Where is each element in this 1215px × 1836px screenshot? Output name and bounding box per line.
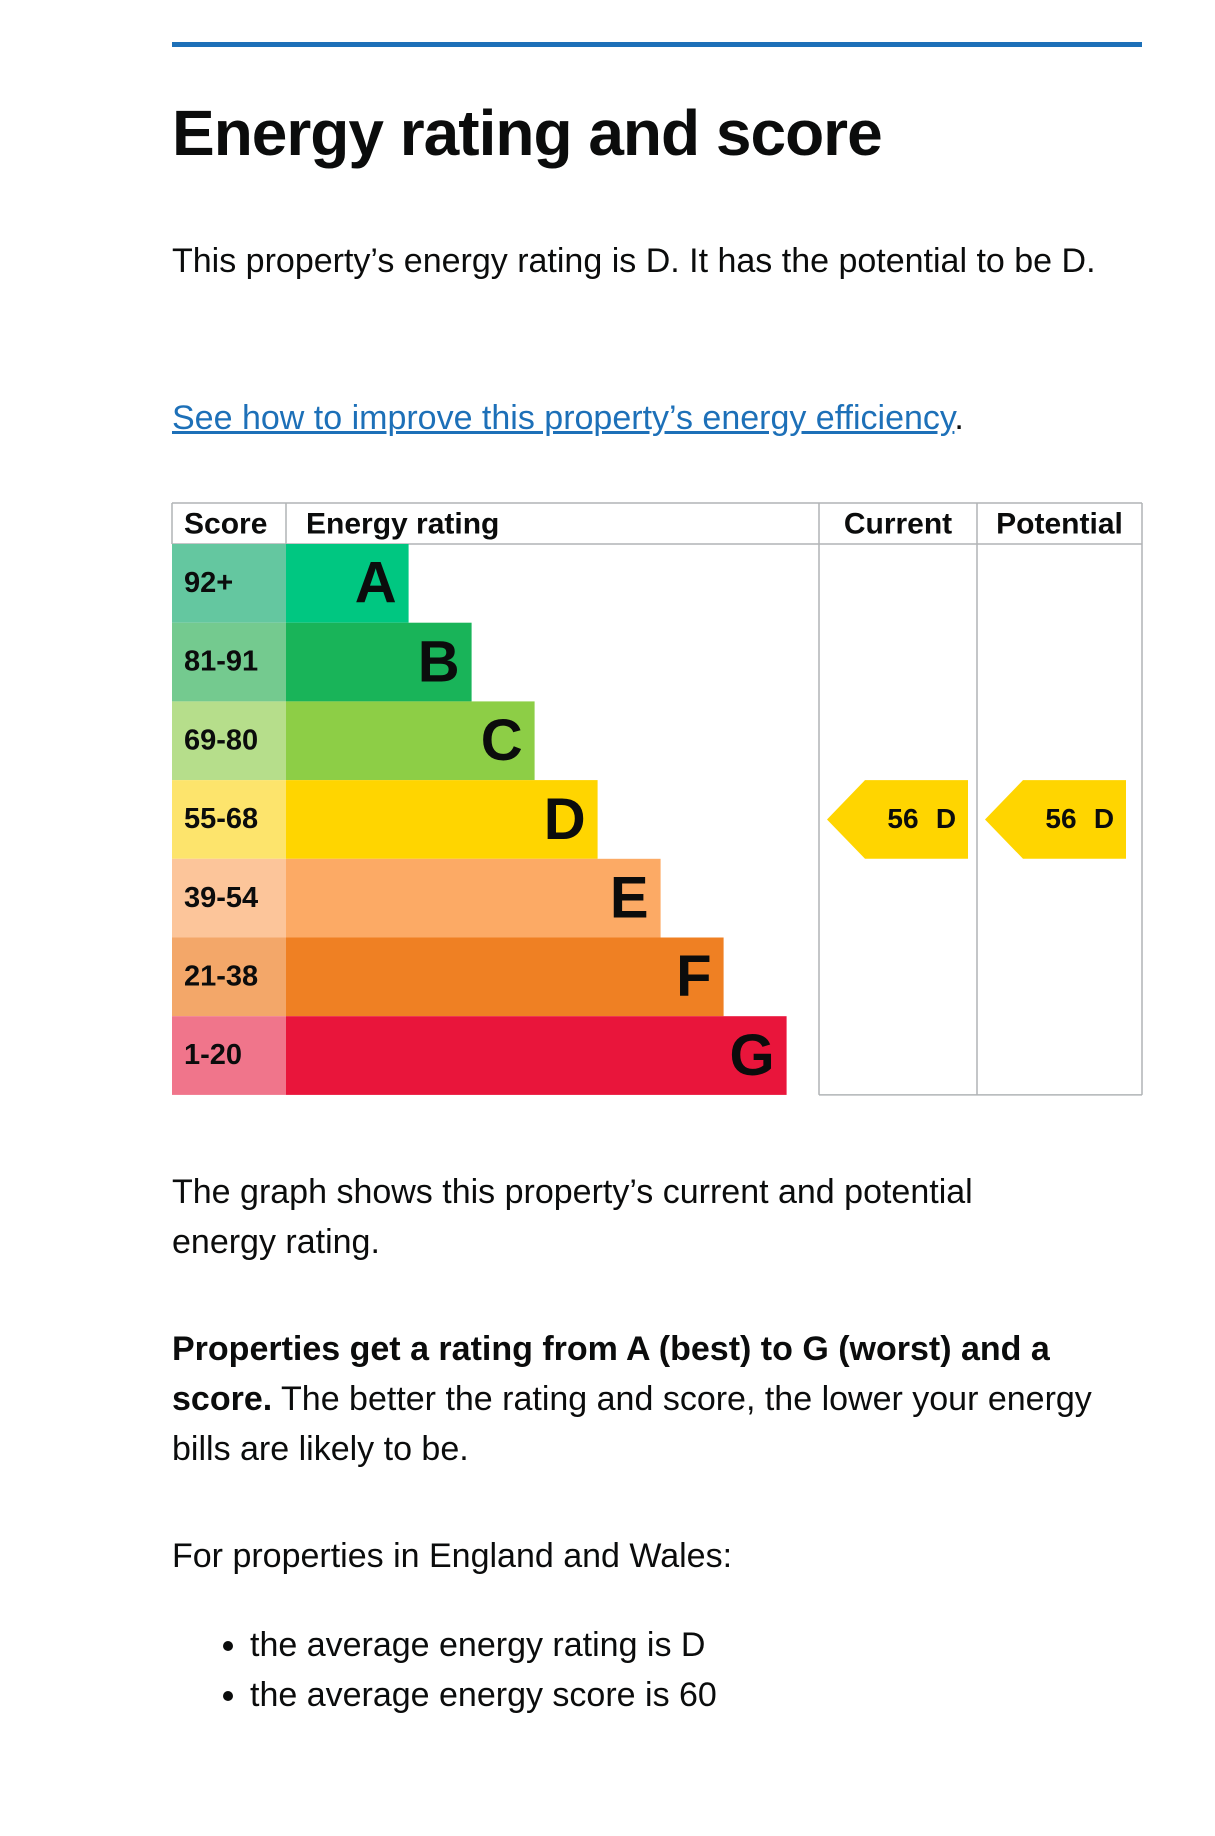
improve-link[interactable]: See how to improve this property’s energ… [172,399,955,437]
band-score: 39-54 [184,882,258,914]
rating-text: Properties get a rating from A (best) to… [172,1324,1142,1474]
score-cell [172,1016,286,1095]
bullet: the average energy rating is D [250,1620,1215,1670]
band-letter: F [676,944,711,1009]
rating-bar [286,544,409,623]
rating-rest: The better the rating and score, the low… [172,1380,1092,1468]
score-cell [172,858,286,938]
band-score: 92+ [184,567,233,599]
band-score: 1-20 [184,1039,242,1071]
rating-bar [286,858,661,938]
link-paragraph: See how to improve this property’s energ… [172,393,1142,443]
band-score: 55-68 [184,803,258,835]
bullet-list: the average energy rating is D the avera… [172,1620,1215,1720]
rating-bar [286,780,598,859]
score-cell [172,780,286,859]
header-rating: Energy rating [306,507,499,540]
score-cell [172,701,286,781]
band-letter: C [481,708,523,773]
band-letter: E [610,865,649,930]
potential-letter: D [1094,803,1114,834]
potential-arrow [985,780,1126,859]
graph-text: The graph shows this property’s current … [172,1173,973,1261]
band-letter: G [729,1023,774,1088]
score-cell [172,622,286,702]
band-score: 21-38 [184,961,258,993]
current-arrow [827,780,968,859]
intro: This property’s energy rating is D. It h… [172,242,1096,280]
top-rule [172,42,1142,47]
rating-bar [286,937,724,1017]
heading: Energy rating and score [172,97,883,169]
score-cell [172,544,286,623]
current-score: 56 [887,803,918,834]
rating-bar [286,622,472,702]
band-letter: D [544,787,586,852]
rating-bar [286,1016,787,1095]
header-current: Current [844,507,952,540]
region-intro: For properties in England and Wales: [172,1537,733,1575]
band-letter: B [418,629,460,694]
band-score: 81-91 [184,646,258,678]
score-cell [172,937,286,1017]
band-letter: A [355,551,397,616]
rating-bar [286,701,535,781]
potential-score: 56 [1045,803,1076,834]
link-end: . [954,399,964,437]
current-letter: D [936,803,956,834]
bullet: the average energy score is 60 [250,1670,1215,1720]
band-score: 69-80 [184,724,258,756]
rating-bold: Properties get a rating from A (best) to… [172,1330,1050,1418]
header-potential: Potential [996,507,1123,540]
epc-chart: Score Energy rating Current Potential 92+ A 81… [171,502,1143,1096]
header-score: Score [184,507,267,540]
